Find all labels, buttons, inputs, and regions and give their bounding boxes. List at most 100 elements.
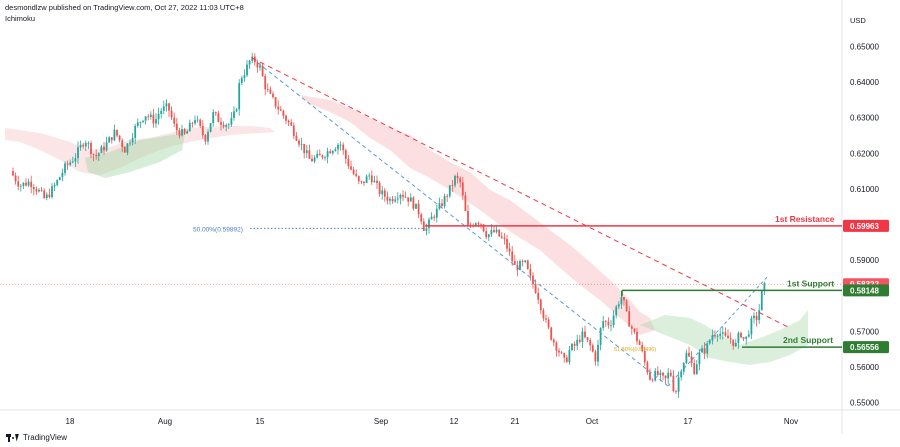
candle-body [308,150,311,159]
candle-body [607,321,610,326]
candle [292,122,295,139]
candle-body [370,175,373,183]
candle-body [69,162,72,165]
candle-body [675,390,677,392]
candle-body [734,342,737,347]
candle [706,340,709,359]
candle-body [25,182,27,186]
candle [545,314,547,323]
candle-body [438,203,441,209]
candle-body [573,343,576,346]
candle [586,337,589,343]
candle-body [435,208,438,218]
price-label-bg [843,219,889,232]
candle-body [342,144,345,151]
candle [118,135,121,143]
candle-body [17,181,20,187]
candle [48,188,51,199]
candle [467,204,469,227]
candle-body [313,157,316,162]
candle [248,59,251,70]
candle-body [646,362,649,373]
candle [134,123,137,144]
candle [729,332,732,344]
candle [578,335,581,344]
candle [415,203,417,209]
candle [737,331,740,349]
candle-body [259,65,261,68]
candle-body [277,106,280,110]
candle [191,121,194,128]
candle-body [352,169,355,174]
candle [17,175,20,191]
candle-body [318,153,321,156]
candle [220,117,222,131]
candle-body [565,357,568,363]
indicator-label[interactable]: Ichimoku [5,14,36,23]
candle [217,110,220,123]
candle-body [537,292,540,300]
candle-body [643,350,646,363]
candle [433,214,436,221]
candle [396,192,399,204]
candle-body [695,364,698,375]
candle-body [636,331,638,342]
level-label: 2nd Support [783,335,833,345]
candle [152,108,155,128]
candle-body [628,311,631,327]
candle-body [207,131,209,142]
candle [225,123,228,132]
candle-body [446,195,449,197]
candle [368,172,371,180]
candle-body [183,128,186,134]
candle-body [147,116,150,118]
price-axis-currency: USD [850,16,866,25]
candle [40,187,43,192]
candle-body [669,372,672,376]
candle-body [558,350,560,353]
candle [136,118,139,128]
candle-body [51,186,53,198]
candle-body [334,149,337,151]
time-axis-tick: Nov [784,417,798,426]
fib-50-label: 50.00%(0.59892) [193,226,243,233]
candle [602,315,605,331]
candle-body [617,304,620,307]
candle [698,349,701,371]
candle-body [433,216,436,218]
candle-body [100,146,103,154]
candle-body [139,121,142,123]
candle-body [508,248,511,252]
candle [84,140,87,151]
candle [612,310,615,328]
candle [126,142,129,156]
candle-body [118,135,121,141]
candle [547,317,550,330]
candle-body [519,261,521,270]
candle-body [136,122,139,126]
candle-body [95,154,98,156]
candle [58,176,61,181]
candle [495,226,498,234]
candle [485,227,488,240]
candle [92,153,95,162]
candle-body [365,176,368,183]
candle-body [480,223,482,225]
candle-body [521,261,524,262]
candle-body [490,230,493,235]
candle [734,338,737,348]
price-axis-tick: 0.65000 [850,43,879,52]
candle [503,233,506,245]
candle-body [188,122,191,132]
candle [714,330,716,339]
candle [386,191,389,205]
candle-body [246,64,248,76]
candle [144,116,147,125]
candle [383,187,386,202]
candle-body [594,351,597,362]
candle [591,343,594,353]
candle-body [272,93,274,98]
candle-body [389,198,391,201]
fib-618-label: 61.80%(0.56496) [614,347,656,353]
